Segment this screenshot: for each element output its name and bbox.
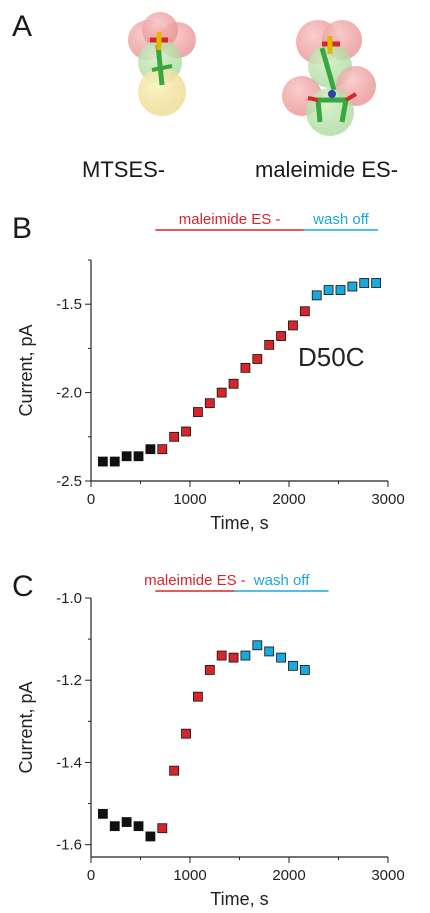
y-tick-label: -1.0 [56, 590, 82, 607]
panel-c-letter: C [12, 570, 34, 603]
chart-panel-c: 0 1000 2000 3000 -1.6 -1.4 -1.2 -1.0 Time, s Curr… [16, 572, 405, 909]
data-point [252, 354, 263, 364]
x-tick-label: 0 [87, 867, 95, 884]
data-point [359, 278, 370, 288]
panel-a-molecules [128, 12, 376, 136]
data-point [97, 808, 108, 819]
y-axis-label: Current, pA [16, 324, 36, 416]
data-point [169, 431, 180, 442]
data-point [157, 444, 168, 455]
data-point [335, 285, 346, 295]
panel-b-letter: B [12, 212, 33, 245]
y-tick-label: -1.5 [56, 296, 82, 313]
y-tick-label: -2.5 [56, 473, 82, 490]
mtses-label: MTSES- [82, 157, 166, 182]
data-point [228, 652, 239, 663]
data-point [264, 646, 275, 657]
y-tick-label: -1.6 [56, 837, 82, 854]
data-point [240, 650, 251, 661]
x-tick-label: 2000 [272, 491, 305, 508]
data-point [276, 331, 286, 341]
data-point [145, 444, 156, 455]
data-point [121, 451, 132, 462]
data-point [299, 665, 310, 675]
data-point [133, 451, 144, 462]
data-point [121, 817, 132, 827]
x-tick-label: 0 [87, 491, 95, 508]
data-point [311, 290, 322, 301]
data-point [181, 728, 191, 739]
data-point [288, 660, 298, 671]
data-point [193, 691, 203, 702]
data-point [133, 821, 144, 832]
y-axis-label: Current, pA [16, 681, 36, 773]
maleimide-es-label: maleimide ES- [255, 157, 399, 182]
data-point [157, 823, 168, 834]
data-point [216, 387, 227, 398]
data-point [193, 407, 203, 417]
data-point [181, 426, 191, 437]
data-point [264, 339, 275, 350]
x-tick-label: 1000 [173, 491, 206, 508]
x-axis-label: Time, s [210, 889, 268, 909]
data-point [204, 398, 215, 409]
data-point [216, 650, 227, 661]
chart-annotation: D50C [298, 342, 364, 372]
panel-a-letter: A [12, 10, 33, 43]
data-point [169, 765, 180, 776]
data-point [288, 320, 298, 331]
data-point [252, 640, 263, 651]
data-point [109, 456, 120, 467]
data-point [371, 278, 382, 288]
mtses-molecule-image [128, 12, 196, 116]
data-point [109, 821, 120, 832]
y-tick-label: -1.4 [56, 754, 82, 771]
data-point [299, 306, 310, 317]
condition-label: wash off [253, 572, 310, 589]
x-tick-label: 3000 [371, 491, 404, 508]
x-tick-label: 3000 [371, 867, 404, 884]
data-point [276, 652, 286, 663]
chart-panel-b: 0 1000 2000 3000 -2.5 -2.0 -1.5 Time, s Current,… [16, 211, 405, 533]
x-tick-label: 1000 [173, 867, 206, 884]
condition-label: maleimide ES - [144, 572, 246, 589]
data-point [228, 378, 239, 389]
y-tick-label: -1.2 [56, 672, 82, 689]
maleimide-es-molecule-image [282, 20, 376, 136]
data-point [240, 362, 251, 373]
data-point [145, 831, 156, 842]
condition-label: wash off [312, 211, 369, 228]
data-point [323, 285, 334, 295]
x-axis-label: Time, s [210, 513, 268, 533]
data-point [97, 456, 108, 467]
condition-label: maleimide ES - [179, 211, 281, 228]
y-tick-label: -2.0 [56, 385, 82, 402]
x-tick-label: 2000 [272, 867, 305, 884]
data-point [347, 281, 358, 292]
data-point [204, 665, 215, 675]
